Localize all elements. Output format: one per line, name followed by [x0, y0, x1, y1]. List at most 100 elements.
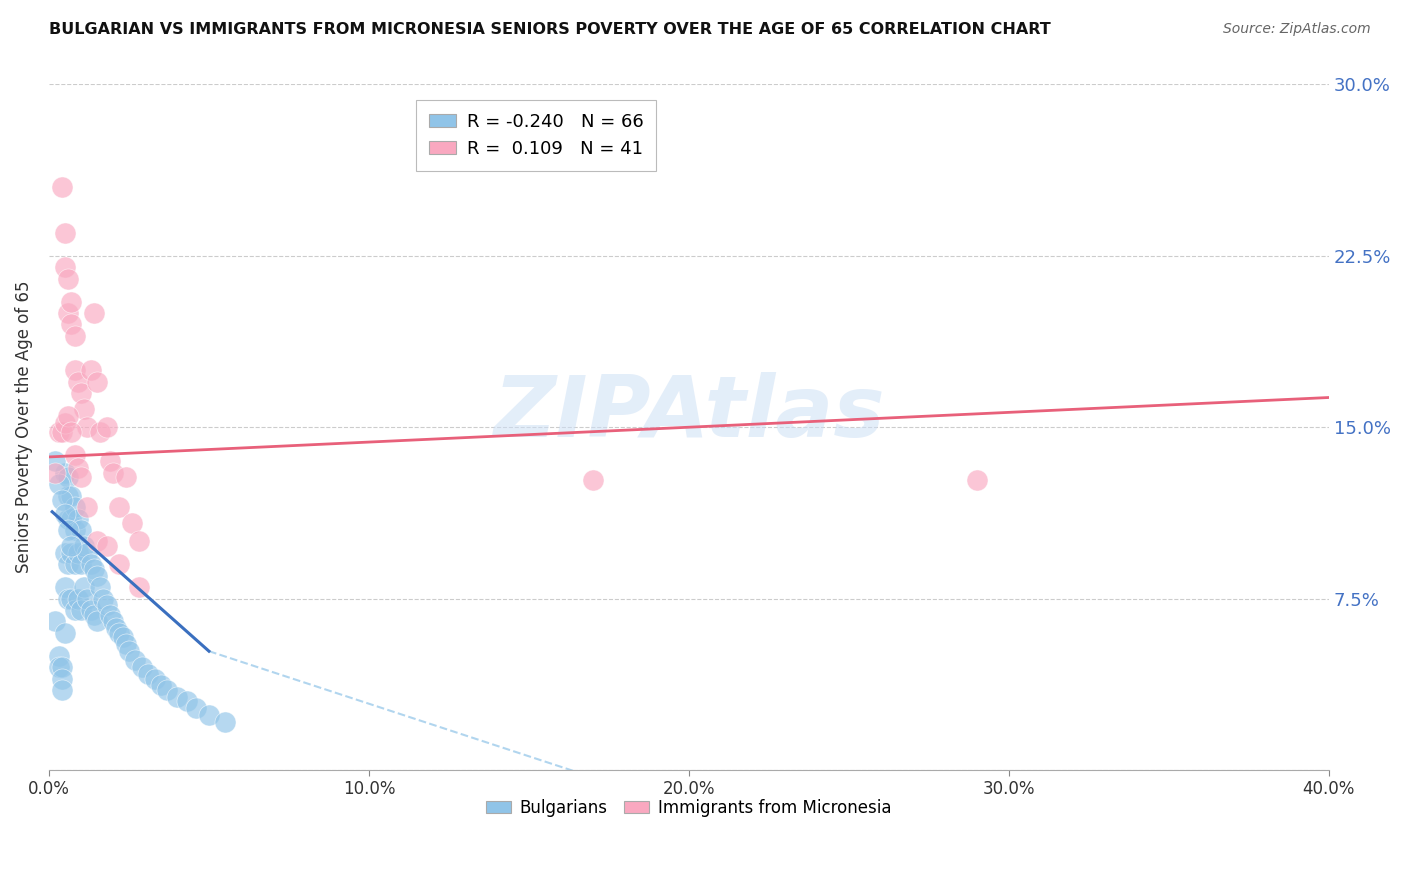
Point [128, 580, 150, 594]
Point [66, 375, 89, 389]
Point [48, 648, 70, 663]
Point [51, 425, 73, 439]
Point [143, 672, 166, 686]
Point [89, 580, 111, 594]
Text: BULGARIAN VS IMMIGRANTS FROM MICRONESIA SENIORS POVERTY OVER THE AGE OF 65 CORRE: BULGARIAN VS IMMIGRANTS FROM MICRONESIA … [49, 22, 1050, 37]
Point [108, 558, 131, 572]
Point [53, 546, 76, 560]
Point [56, 558, 79, 572]
Point [44, 615, 66, 629]
Point [48, 425, 70, 439]
Point [96, 420, 118, 434]
Point [60, 591, 83, 606]
Point [51, 180, 73, 194]
Point [83, 306, 105, 320]
Point [76, 546, 98, 560]
Point [128, 534, 150, 549]
Point [108, 626, 131, 640]
Point [60, 489, 83, 503]
Point [60, 546, 83, 560]
Point [79, 363, 101, 377]
Point [63, 363, 86, 377]
Point [70, 558, 93, 572]
Point [86, 568, 108, 582]
Point [44, 454, 66, 468]
Point [186, 701, 208, 715]
Point [56, 523, 79, 537]
Point [73, 539, 96, 553]
Point [48, 477, 70, 491]
Text: ZIPAtlas: ZIPAtlas [494, 372, 884, 455]
Point [70, 523, 93, 537]
Text: Source: ZipAtlas.com: Source: ZipAtlas.com [1223, 22, 1371, 37]
Point [76, 591, 98, 606]
Point [66, 591, 89, 606]
Point [53, 580, 76, 594]
Point [176, 694, 198, 708]
Point [166, 690, 188, 704]
Point [98, 607, 121, 622]
Point [156, 683, 179, 698]
Point [121, 516, 143, 531]
Point [79, 603, 101, 617]
Point [108, 500, 131, 515]
Point [44, 466, 66, 480]
Point [86, 615, 108, 629]
Point [124, 653, 146, 667]
Point [70, 470, 93, 484]
Point [60, 539, 83, 553]
Point [83, 562, 105, 576]
Point [111, 631, 134, 645]
Point [966, 473, 988, 487]
Point [56, 591, 79, 606]
Point [66, 461, 89, 475]
Point [53, 626, 76, 640]
Point [70, 386, 93, 401]
Point [56, 271, 79, 285]
Point [56, 470, 79, 484]
Point [51, 493, 73, 508]
Point [73, 580, 96, 594]
Point [53, 260, 76, 275]
Point [60, 318, 83, 332]
Point [131, 660, 153, 674]
Point [56, 409, 79, 423]
Point [96, 599, 118, 613]
Point [56, 489, 79, 503]
Point [79, 558, 101, 572]
Point [51, 660, 73, 674]
Point [86, 534, 108, 549]
Point [63, 500, 86, 515]
Legend: Bulgarians, Immigrants from Micronesia: Bulgarians, Immigrants from Micronesia [479, 792, 898, 823]
Point [76, 500, 98, 515]
Point [96, 539, 118, 553]
Point [101, 466, 124, 480]
Point [60, 294, 83, 309]
Point [105, 621, 128, 635]
Point [136, 667, 159, 681]
Point [63, 523, 86, 537]
Point [51, 683, 73, 698]
Point [56, 511, 79, 525]
Point [53, 466, 76, 480]
Point [53, 226, 76, 240]
Point [86, 375, 108, 389]
Point [89, 425, 111, 439]
Point [60, 425, 83, 439]
Point [63, 558, 86, 572]
Point [93, 591, 115, 606]
Point [149, 678, 172, 692]
Point [48, 660, 70, 674]
Point [98, 454, 121, 468]
Point [114, 470, 136, 484]
Point [76, 420, 98, 434]
Point [582, 473, 605, 487]
Point [70, 603, 93, 617]
Point [83, 607, 105, 622]
Point [101, 615, 124, 629]
Y-axis label: Seniors Poverty Over the Age of 65: Seniors Poverty Over the Age of 65 [15, 281, 32, 574]
Point [53, 416, 76, 430]
Point [66, 511, 89, 525]
Point [198, 708, 221, 723]
Point [118, 644, 141, 658]
